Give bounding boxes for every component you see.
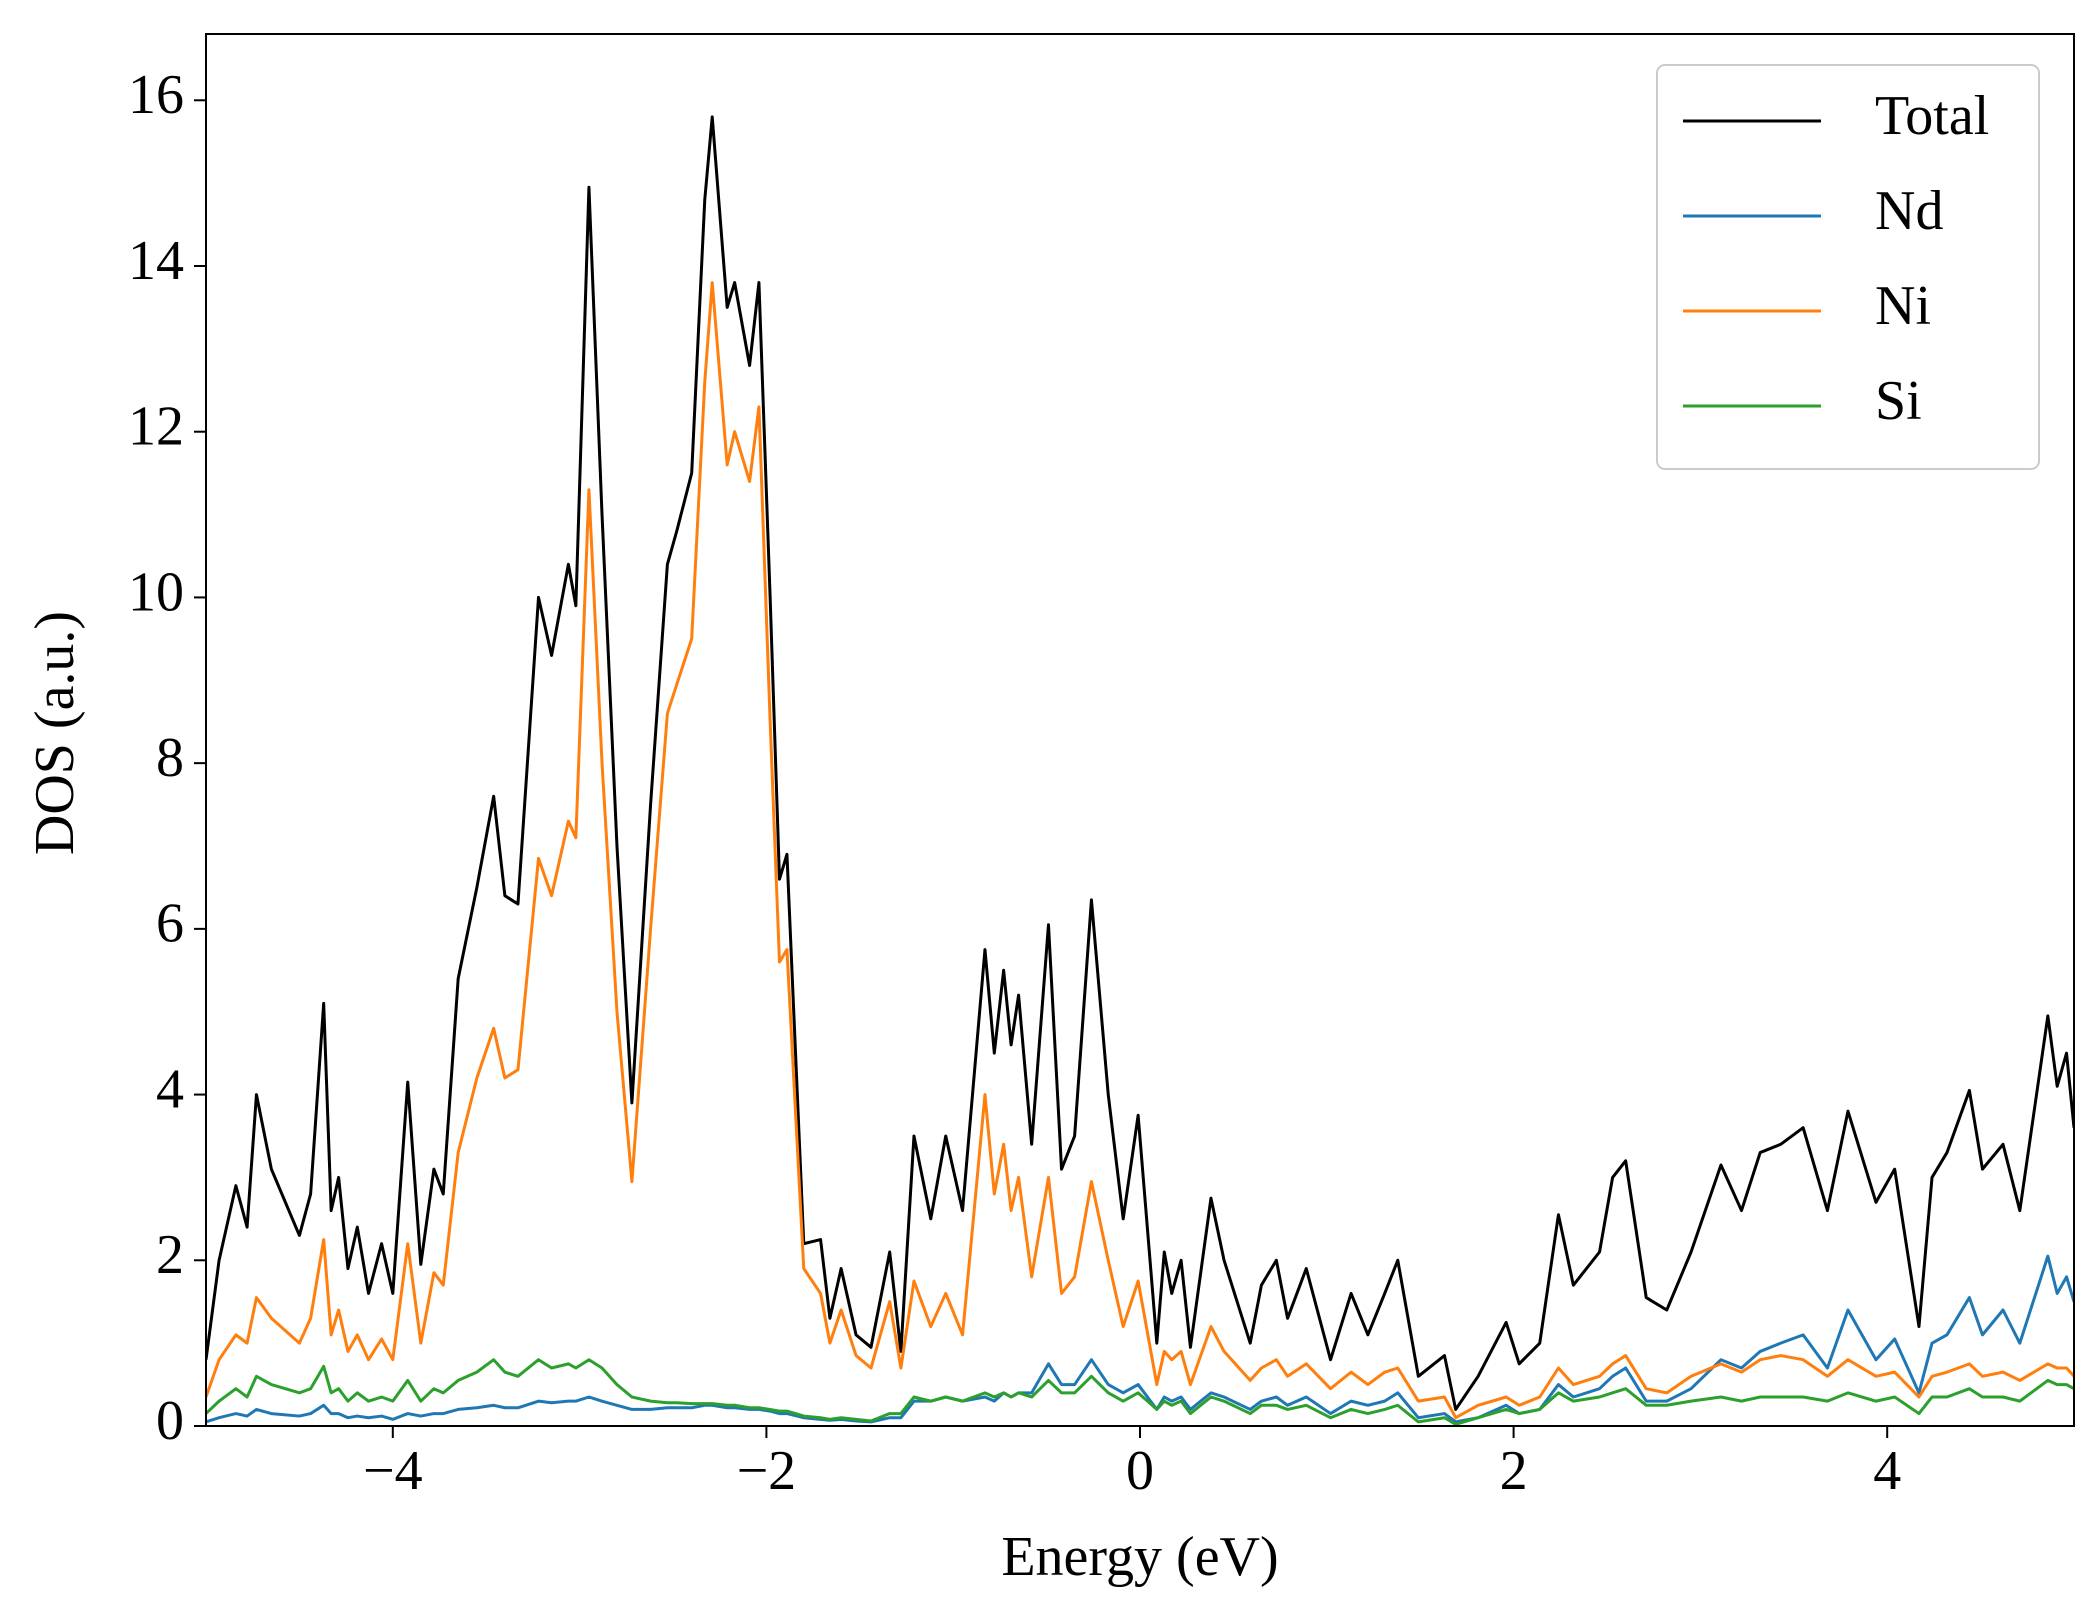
y-tick-label: 6 [156, 893, 184, 955]
legend-label: Ni [1875, 275, 1931, 337]
series-line [206, 115, 2074, 1411]
y-tick-label: 10 [128, 561, 184, 623]
y-tick-label: 16 [128, 64, 184, 126]
x-tick-label: −4 [363, 1440, 423, 1502]
y-tick-label: 12 [128, 396, 184, 458]
y-tick-label: 4 [156, 1058, 184, 1120]
x-tick-label: 0 [1126, 1440, 1154, 1502]
y-tick-label: 14 [128, 230, 184, 292]
series-line [206, 281, 2074, 1420]
y-axis-label: DOS (a.u.) [24, 611, 86, 855]
plot-frame [205, 33, 2075, 1427]
y-tick-label: 8 [156, 727, 184, 789]
x-tick-label: 4 [1873, 1440, 1901, 1502]
y-tick-label: 2 [156, 1224, 184, 1286]
legend-label: Si [1875, 370, 1922, 432]
x-tick-label: −2 [737, 1440, 797, 1502]
x-tick-label: 2 [1500, 1440, 1528, 1502]
legend-label: Nd [1875, 180, 1943, 242]
legend-label: Total [1875, 85, 1989, 147]
legend-box [1656, 64, 2040, 470]
y-tick-label: 0 [156, 1390, 184, 1452]
series-line [206, 1358, 2074, 1426]
x-axis-label: Energy (eV) [1001, 1526, 1278, 1588]
